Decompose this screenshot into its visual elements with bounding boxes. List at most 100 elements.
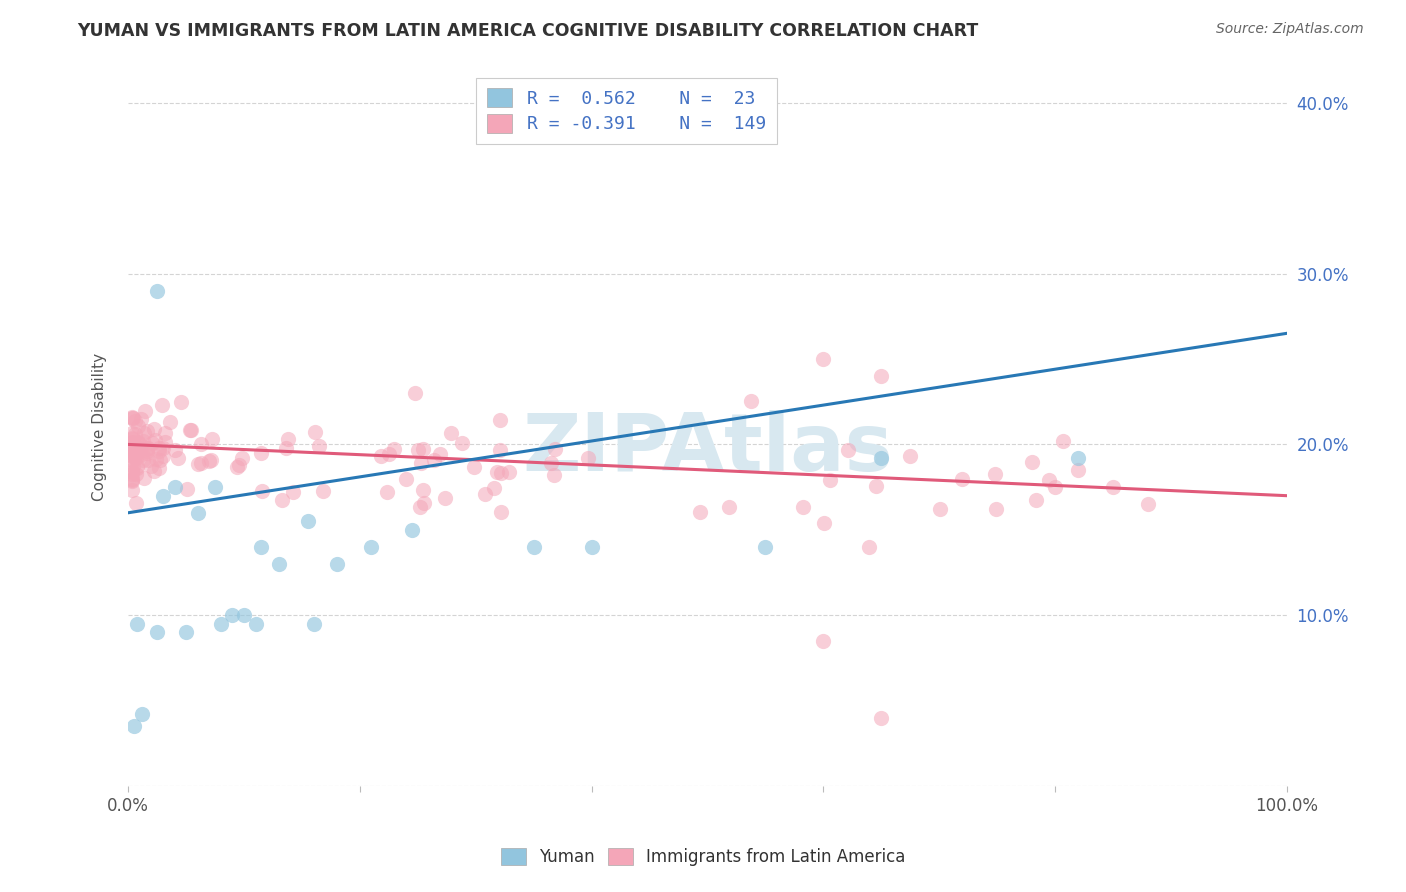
Point: [125, 467, 148, 481]
Point: [127, 419, 149, 434]
Point: [121, 435, 143, 450]
Legend: R =  0.562    N =  23, R = -0.391    N =  149: R = 0.562 N = 23, R = -0.391 N = 149: [477, 78, 776, 145]
Point: [198, 454, 221, 468]
Point: [190, 456, 212, 470]
Point: [401, 523, 423, 537]
Point: [136, 442, 159, 456]
Point: [132, 434, 155, 449]
Point: [127, 461, 149, 475]
Point: [1136, 497, 1159, 511]
Point: [576, 451, 599, 466]
Point: [121, 425, 143, 440]
Point: [129, 441, 152, 455]
Point: [489, 504, 512, 518]
Point: [1067, 463, 1090, 477]
Point: [485, 465, 508, 479]
Point: [870, 711, 893, 725]
Point: [124, 414, 146, 428]
Legend: Yuman, Immigrants from Latin America: Yuman, Immigrants from Latin America: [492, 840, 914, 875]
Point: [983, 467, 1005, 481]
Point: [121, 473, 143, 487]
Point: [131, 447, 153, 461]
Point: [124, 447, 146, 461]
Point: [150, 398, 173, 412]
Point: [325, 557, 347, 571]
Point: [121, 443, 143, 458]
Point: [121, 449, 143, 463]
Point: [135, 424, 157, 438]
Point: [149, 453, 172, 467]
Point: [121, 410, 143, 425]
Text: Source: ZipAtlas.com: Source: ZipAtlas.com: [1216, 22, 1364, 37]
Point: [121, 453, 143, 467]
Point: [413, 496, 436, 510]
Point: [125, 450, 148, 465]
Point: [489, 413, 512, 427]
Point: [308, 439, 330, 453]
Point: [1052, 434, 1074, 448]
Point: [187, 457, 209, 471]
Point: [127, 435, 149, 450]
Point: [233, 608, 256, 623]
Point: [865, 479, 887, 493]
Point: [440, 425, 463, 440]
Point: [950, 472, 973, 486]
Point: [165, 443, 187, 458]
Point: [121, 436, 143, 450]
Point: [121, 483, 143, 498]
Point: [412, 483, 434, 497]
Point: [132, 453, 155, 467]
Point: [225, 460, 247, 475]
Point: [121, 430, 143, 444]
Point: [121, 446, 143, 460]
Point: [121, 442, 143, 457]
Point: [152, 450, 174, 464]
Point: [281, 485, 304, 500]
Point: [148, 441, 170, 455]
Point: [250, 483, 273, 498]
Point: [382, 442, 405, 456]
Point: [409, 456, 432, 470]
Point: [122, 719, 145, 733]
Point: [378, 447, 401, 461]
Point: [132, 425, 155, 440]
Point: [498, 466, 520, 480]
Point: [129, 437, 152, 451]
Point: [190, 437, 212, 451]
Point: [153, 426, 176, 441]
Point: [141, 436, 163, 450]
Point: [543, 468, 565, 483]
Point: [159, 415, 181, 429]
Point: [176, 482, 198, 496]
Point: [412, 442, 434, 456]
Point: [858, 540, 880, 554]
Point: [204, 480, 226, 494]
Text: ZIPAtlas: ZIPAtlas: [522, 409, 893, 488]
Point: [228, 458, 250, 472]
Point: [231, 451, 253, 466]
Point: [792, 500, 814, 514]
Point: [148, 444, 170, 458]
Point: [818, 473, 841, 487]
Point: [491, 466, 513, 480]
Point: [870, 451, 893, 466]
Point: [277, 433, 299, 447]
Point: [422, 453, 444, 467]
Point: [121, 459, 143, 474]
Point: [122, 411, 145, 425]
Point: [209, 616, 232, 631]
Point: [984, 502, 1007, 516]
Point: [200, 452, 222, 467]
Point: [929, 502, 952, 516]
Point: [152, 441, 174, 455]
Point: [136, 444, 159, 458]
Point: [463, 460, 485, 475]
Point: [433, 491, 456, 505]
Point: [187, 506, 209, 520]
Point: [121, 443, 143, 458]
Point: [180, 423, 202, 437]
Point: [271, 493, 294, 508]
Point: [155, 435, 177, 450]
Point: [523, 540, 546, 554]
Point: [360, 540, 382, 554]
